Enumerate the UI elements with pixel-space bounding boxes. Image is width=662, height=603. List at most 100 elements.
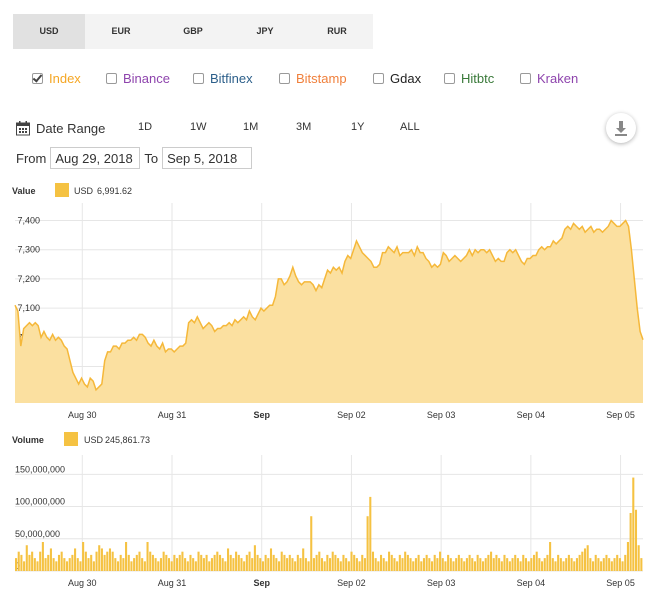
volume-bar: [151, 554, 154, 571]
volume-bar: [192, 558, 195, 571]
range-all-button[interactable]: ALL: [400, 121, 420, 133]
volume-bar: [331, 551, 334, 571]
from-date-input[interactable]: [50, 147, 141, 169]
volume-bar: [559, 558, 562, 571]
volume-bar: [578, 554, 581, 571]
currency-tabs: USD EUR GBP JPY RUR: [13, 14, 373, 49]
volume-bar: [205, 554, 208, 571]
volume-bar: [543, 558, 546, 571]
currency-tab-eur[interactable]: EUR: [111, 26, 131, 36]
currency-tab-usd[interactable]: USD: [13, 14, 85, 49]
volume-bar: [318, 551, 321, 571]
volume-bar: [498, 558, 501, 571]
volume-bar: [382, 558, 385, 571]
volume-bar: [31, 551, 34, 571]
to-date-input[interactable]: [162, 147, 253, 169]
volume-bar: [592, 561, 595, 571]
value-chart-title: Value: [12, 186, 36, 196]
volume-bar: [490, 551, 493, 571]
checkbox-hitbtc[interactable]: [444, 73, 455, 84]
volume-bar: [476, 554, 479, 571]
volume-bar: [159, 558, 162, 571]
volume-bar: [506, 558, 509, 571]
exchange-kraken[interactable]: Kraken: [520, 71, 578, 86]
volume-bar: [565, 558, 568, 571]
calendar-icon[interactable]: [16, 120, 30, 136]
volume-bar: [310, 516, 313, 571]
volume-bar: [508, 561, 511, 571]
volume-bar: [363, 558, 366, 571]
exchange-binance[interactable]: Binance: [106, 71, 170, 86]
exchange-kraken-label: Kraken: [537, 71, 579, 86]
checkbox-kraken[interactable]: [520, 73, 531, 84]
volume-x-tick-label: Sep 03: [427, 578, 456, 588]
volume-bar: [597, 558, 600, 571]
volume-bar: [422, 558, 426, 571]
volume-bar: [500, 561, 503, 571]
exchange-bitstamp[interactable]: Bitstamp: [279, 71, 347, 86]
volume-bar: [52, 558, 55, 571]
volume-y-tick-label: 150,000,000: [15, 464, 65, 474]
volume-bar: [138, 551, 141, 571]
exchange-bitfinex[interactable]: Bitfinex: [193, 71, 253, 86]
range-1w-button[interactable]: 1W: [190, 121, 207, 133]
volume-bar: [347, 561, 350, 571]
volume-bar: [371, 551, 375, 571]
volume-bar: [522, 554, 525, 571]
checkbox-index[interactable]: [32, 73, 43, 84]
volume-bar: [127, 554, 130, 571]
volume-bar: [546, 554, 549, 571]
volume-bar: [302, 548, 305, 571]
volume-bar: [33, 558, 36, 571]
volume-bar: [326, 554, 329, 571]
range-1y-button[interactable]: 1Y: [351, 121, 365, 133]
volume-bar: [240, 558, 243, 571]
volume-bar: [406, 554, 409, 571]
range-3m-button[interactable]: 3M: [296, 121, 312, 133]
volume-bar: [167, 558, 171, 571]
volume-bar: [503, 554, 506, 571]
volume-bar: [224, 561, 227, 571]
currency-tab-gbp[interactable]: GBP: [183, 26, 203, 36]
volume-bar: [210, 558, 213, 571]
volume-bar: [549, 542, 552, 571]
volume-bar: [243, 561, 246, 571]
volume-bar: [361, 554, 364, 571]
exchange-gdax[interactable]: Gdax: [373, 71, 421, 86]
volume-plot: 150,000,000 100,000,000 50,000,000 0 Aug 30 A…: [15, 455, 643, 588]
volume-bar: [567, 554, 570, 571]
volume-x-tick-label: Aug 30: [68, 578, 97, 588]
range-1m-button[interactable]: 1M: [243, 121, 259, 133]
to-label: To: [144, 150, 159, 166]
volume-bar: [632, 477, 635, 571]
range-1d-button[interactable]: 1D: [138, 121, 153, 133]
currency-tab-jpy[interactable]: JPY: [256, 26, 274, 36]
date-range-label: Date Range: [36, 120, 106, 136]
value-legend-value: 6,991.62: [97, 186, 132, 196]
volume-bar: [511, 558, 514, 571]
checkbox-bitstamp[interactable]: [279, 73, 290, 84]
exchange-hitbtc-label: Hitbtc: [461, 71, 495, 86]
volume-bar: [68, 558, 71, 571]
volume-legend-value: 245,861.73: [105, 435, 150, 445]
volume-bar: [600, 561, 603, 571]
volume-bar: [439, 551, 442, 571]
volume-bar: [575, 558, 578, 571]
volume-bar: [412, 561, 415, 571]
volume-y-tick-label: 100,000,000: [15, 497, 65, 507]
exchange-hitbtc[interactable]: Hitbtc: [444, 71, 494, 86]
checkbox-bitfinex[interactable]: [193, 73, 204, 84]
exchange-index[interactable]: Index: [32, 71, 81, 86]
volume-bar: [208, 561, 211, 571]
checkbox-gdax[interactable]: [373, 73, 384, 84]
volume-bar: [28, 554, 31, 571]
volume-x-tick-label: Aug 31: [158, 578, 187, 588]
volume-bar: [291, 558, 294, 571]
volume-bar: [143, 561, 146, 571]
volume-bar: [111, 551, 114, 571]
checkbox-binance[interactable]: [106, 73, 117, 84]
download-button[interactable]: [606, 113, 636, 143]
volume-bar: [90, 554, 93, 571]
currency-tab-rur[interactable]: RUR: [327, 26, 347, 36]
volume-bar: [106, 551, 109, 571]
